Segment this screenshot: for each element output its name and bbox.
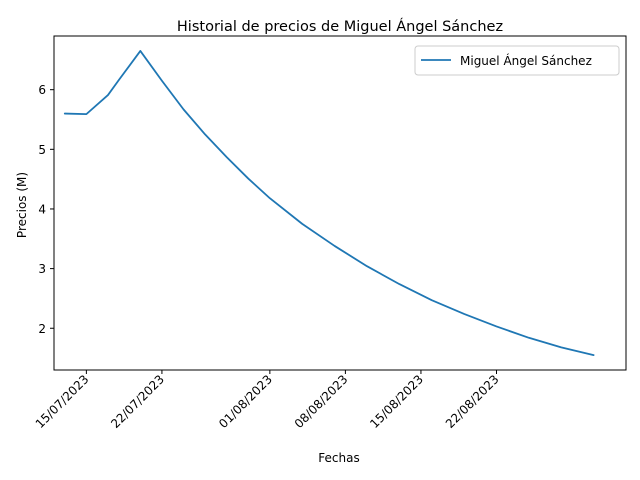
x-axis: 15/07/2023 22/07/2023 01/08/2023 08/08/2023…: [33, 370, 502, 431]
y-axis-label: Precios (M): [15, 172, 29, 238]
legend-box: [414, 45, 620, 76]
x-tick-label: 15/07/2023: [33, 372, 92, 431]
plot-background: [54, 36, 626, 370]
plot-frame: [53, 35, 627, 371]
legend: Miguel Ángel Sánchez: [414, 45, 620, 76]
chart-title: Historial de precios de Miguel Ángel Sán…: [177, 18, 503, 35]
x-tick-label: 01/08/2023: [216, 372, 275, 431]
legend-label: Miguel Ángel Sánchez: [460, 53, 592, 68]
y-tick-label: 6: [38, 83, 46, 97]
y-tick-label: 3: [38, 262, 46, 276]
x-tick-label: 08/08/2023: [292, 372, 351, 431]
y-axis: 2 3 4 5 6: [38, 83, 54, 336]
y-tick-label: 5: [38, 143, 46, 157]
y-tick-label: 2: [38, 322, 46, 336]
y-tick-label: 4: [38, 202, 46, 216]
series-line: [63, 50, 595, 356]
x-axis-label: Fechas: [318, 451, 359, 465]
x-tick-label: 22/08/2023: [443, 372, 502, 431]
x-tick-label: 15/08/2023: [367, 372, 426, 431]
series-layer: [63, 50, 595, 356]
x-tick-label: 22/07/2023: [108, 372, 167, 431]
